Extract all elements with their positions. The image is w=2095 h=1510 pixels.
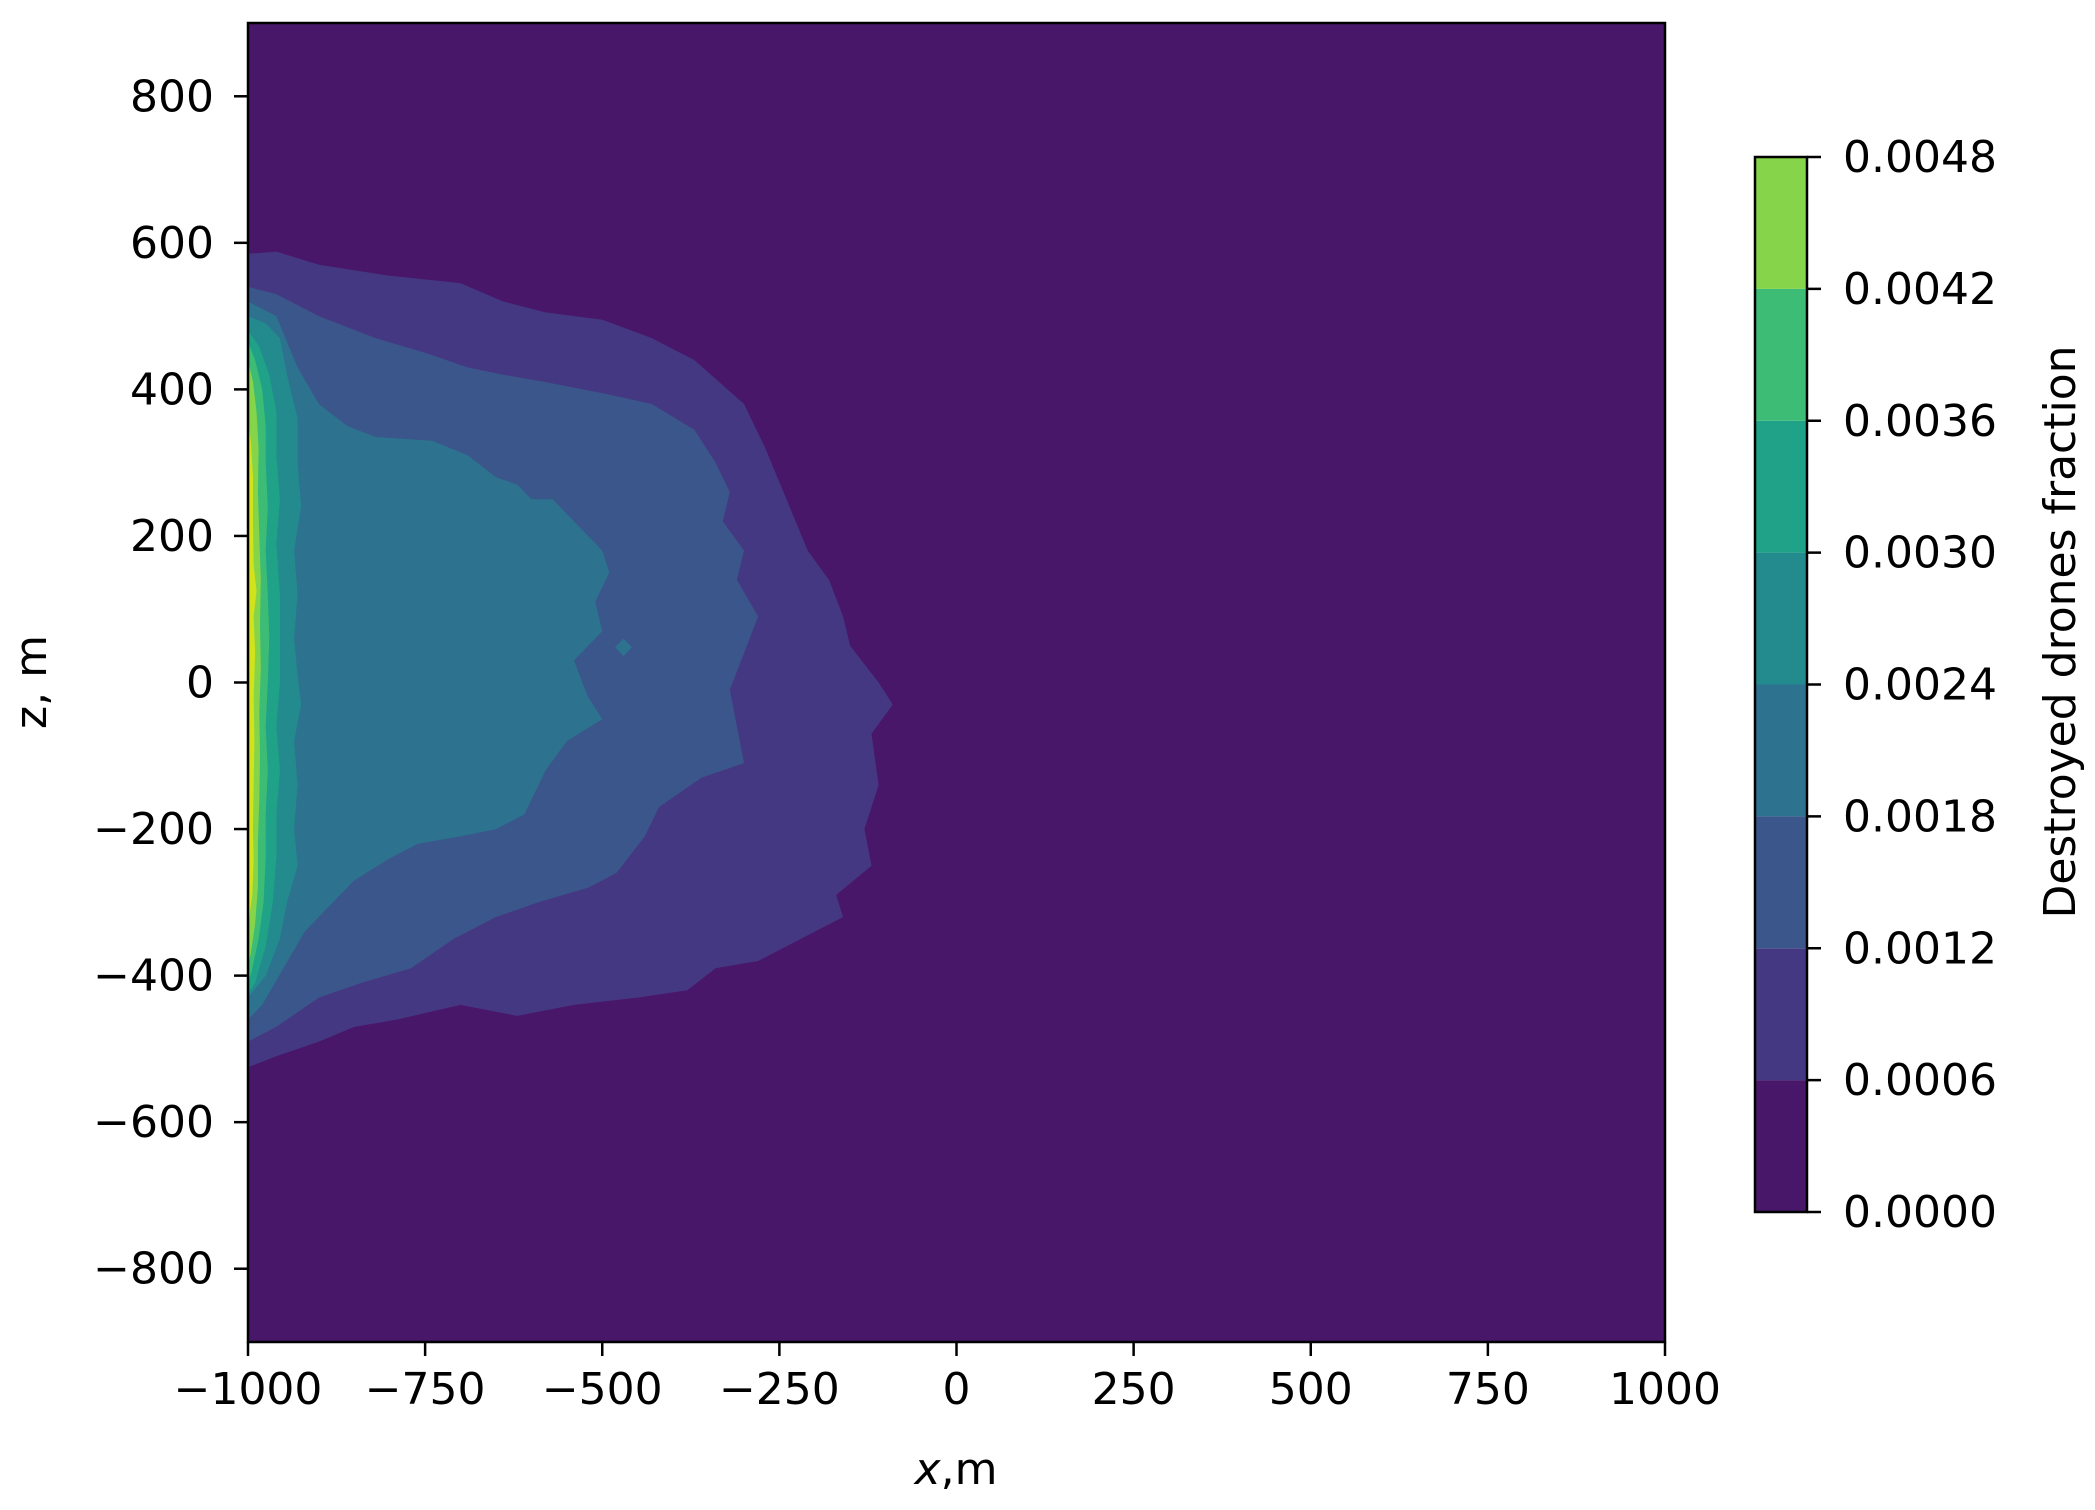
y-tick-label: −800 — [93, 1244, 214, 1295]
y-tick-label: 800 — [130, 71, 214, 122]
y-tick-label: −400 — [93, 951, 214, 1002]
x-tick-label: −1000 — [174, 1364, 323, 1415]
colorbar: 0.0000 0.0006 0.0012 0.0018 0.0024 0.0030 0.00… — [1753, 132, 1997, 1238]
contour-band-9 — [520, 691, 535, 703]
colorbar-tick-label: 0.0036 — [1843, 396, 1997, 447]
colorbar-tick-label: 0.0012 — [1843, 923, 1997, 974]
y-tick-label: −200 — [93, 804, 214, 855]
x-axis: −1000 −750 −500 −250 0 250 500 750 1000 — [174, 1342, 1721, 1415]
contour-band-8 — [615, 638, 632, 657]
contour-bands — [248, 251, 893, 1068]
colorbar-segment-4 — [1755, 552, 1807, 685]
y-tick-label: 0 — [186, 658, 214, 709]
colorbar-tick-label: 0.0000 — [1843, 1187, 1997, 1238]
y-tick-label: 600 — [130, 218, 214, 269]
y-axis: 800 600 400 200 0 −200 −400 −600 −800 — [93, 71, 248, 1295]
colorbar-tick-label: 0.0024 — [1843, 660, 1997, 711]
colorbar-segment-2 — [1755, 816, 1807, 949]
colorbar-tick-label: 0.0048 — [1843, 132, 1997, 183]
colorbar-segment-0 — [1755, 1080, 1807, 1212]
x-tick-label: −500 — [542, 1364, 663, 1415]
x-axis-label: x,m — [913, 1444, 998, 1495]
contour-band-2 — [248, 301, 610, 1020]
x-tick-label: −250 — [719, 1364, 840, 1415]
colorbar-tick-label: 0.0030 — [1843, 528, 1997, 579]
plot-area — [246, 21, 1667, 1344]
colorbar-segment-5 — [1755, 420, 1807, 553]
x-tick-label: 250 — [1092, 1364, 1176, 1415]
x-tick-label: 750 — [1446, 1364, 1530, 1415]
colorbar-segment-6 — [1755, 288, 1807, 421]
y-axis-label: z, m — [6, 635, 57, 729]
colorbar-label: Destroyed drones fraction — [2035, 345, 2086, 918]
x-tick-label: −750 — [365, 1364, 486, 1415]
x-tick-label: 500 — [1269, 1364, 1353, 1415]
y-tick-label: 200 — [130, 511, 214, 562]
y-tick-label: −600 — [93, 1097, 214, 1148]
contour-band-7 — [248, 418, 257, 925]
colorbar-segment-3 — [1755, 684, 1807, 817]
y-tick-label: 400 — [130, 364, 214, 415]
colorbar-tick-label: 0.0006 — [1843, 1055, 1997, 1106]
x-tick-label: 1000 — [1609, 1364, 1721, 1415]
x-tick-label: 0 — [943, 1364, 971, 1415]
colorbar-tick-label: 0.0018 — [1843, 791, 1997, 842]
colorbar-segment-1 — [1755, 948, 1807, 1081]
colorbar-segment-7 — [1755, 157, 1807, 289]
colorbar-tick-label: 0.0042 — [1843, 264, 1997, 315]
